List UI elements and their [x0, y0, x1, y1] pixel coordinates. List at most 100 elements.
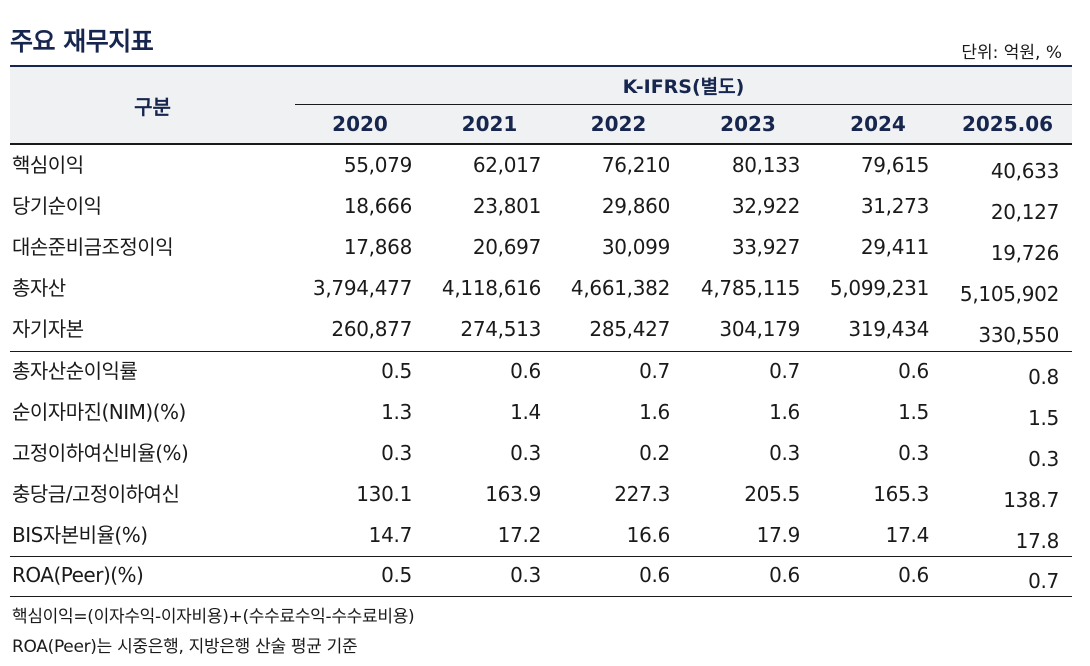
cell-value: 0.2 — [639, 441, 670, 465]
cell-value: 0.7 — [1028, 569, 1059, 593]
cell-value: 16.6 — [626, 523, 671, 547]
cell-value: 138.7 — [1003, 488, 1059, 512]
cell-value: 0.8 — [1028, 365, 1059, 389]
header-group-cell: K-IFRS(별도) — [622, 76, 745, 98]
cell-value: 1.4 — [510, 400, 541, 424]
header-year-2022: 2022 — [590, 112, 647, 136]
cell-value: 1.6 — [769, 400, 800, 424]
cell-value: 260,877 — [331, 317, 412, 341]
cell-value: 163.9 — [485, 482, 541, 506]
cell-value: 1.3 — [381, 400, 412, 424]
table-row: 대손준비금조정이익 17,868 20,697 30,099 33,927 29… — [0, 227, 1090, 267]
cell-value: 80,133 — [731, 153, 800, 177]
cell-value: 32,922 — [731, 194, 800, 218]
row-label: 대손준비금조정이익 — [12, 235, 174, 259]
cell-value: 33,927 — [731, 235, 800, 259]
cell-value: 0.3 — [510, 563, 541, 587]
row-label: 총자산 — [12, 276, 66, 300]
cell-value: 4,118,616 — [441, 276, 541, 300]
table-row: 자기자본 260,877 274,513 285,427 304,179 319… — [0, 309, 1090, 349]
cell-value: 5,099,231 — [829, 276, 929, 300]
cell-value: 0.3 — [1028, 447, 1059, 471]
row-label: 충당금/고정이하여신 — [12, 482, 180, 506]
cell-value: 165.3 — [873, 482, 929, 506]
header-year-2024: 2024 — [850, 112, 906, 136]
cell-value: 205.5 — [744, 482, 800, 506]
table-row: 총자산순이익률 0.5 0.6 0.7 0.7 0.6 0.8 — [0, 351, 1090, 391]
cell-value: 0.7 — [769, 359, 800, 383]
row-label: 순이자마진(NIM)(%) — [12, 400, 186, 424]
cell-value: 76,210 — [601, 153, 670, 177]
cell-value: 3,794,477 — [312, 276, 412, 300]
cell-value: 0.6 — [510, 359, 541, 383]
section-divider — [10, 556, 1072, 557]
cell-value: 0.6 — [769, 563, 800, 587]
header-year-2020: 2020 — [332, 112, 388, 136]
cell-value: 55,079 — [343, 153, 412, 177]
cell-value: 0.3 — [769, 441, 800, 465]
cell-value: 31,273 — [860, 194, 929, 218]
table-top-rule — [10, 65, 1072, 67]
cell-value: 330,550 — [978, 323, 1059, 347]
table-row: 순이자마진(NIM)(%) 1.3 1.4 1.6 1.6 1.5 1.5 — [0, 392, 1090, 432]
cell-value: 19,726 — [990, 241, 1059, 265]
cell-value: 23,801 — [472, 194, 541, 218]
cell-value: 29,411 — [860, 235, 929, 259]
cell-value: 20,697 — [472, 235, 541, 259]
row-label: 자기자본 — [12, 317, 84, 341]
cell-value: 0.6 — [898, 563, 929, 587]
header-year-2021: 2021 — [461, 112, 518, 136]
row-label: BIS자본비율(%) — [12, 523, 148, 547]
cell-value: 17.8 — [1015, 529, 1060, 553]
section-divider — [10, 351, 1072, 352]
cell-value: 274,513 — [460, 317, 541, 341]
cell-value: 0.6 — [639, 563, 670, 587]
cell-value: 62,017 — [472, 153, 541, 177]
cell-value: 17,868 — [343, 235, 412, 259]
header-divider — [295, 104, 1072, 105]
header-year-2023: 2023 — [720, 112, 776, 136]
cell-value: 1.6 — [639, 400, 670, 424]
cell-value: 0.3 — [898, 441, 929, 465]
row-label: 당기순이익 — [12, 194, 102, 218]
row-label: 고정이하여신비율(%) — [12, 441, 189, 465]
table-row: BIS자본비율(%) 14.7 17.2 16.6 17.9 17.4 17.8 — [0, 515, 1090, 555]
table-row: 총자산 3,794,477 4,118,616 4,661,382 4,785,… — [0, 268, 1090, 308]
cell-value: 79,615 — [860, 153, 929, 177]
cell-value: 285,427 — [589, 317, 670, 341]
cell-value: 18,666 — [343, 194, 412, 218]
table-row: 핵심이익 55,079 62,017 76,210 80,133 79,615 … — [0, 145, 1090, 185]
cell-value: 17.9 — [756, 523, 801, 547]
cell-value: 227.3 — [614, 482, 670, 506]
cell-value: 40,633 — [990, 159, 1059, 183]
cell-value: 17.4 — [885, 523, 930, 547]
unit-note: 단위: 억원, % — [961, 43, 1062, 63]
cell-value: 20,127 — [990, 200, 1059, 224]
footnote: ROA(Peer)는 시중은행, 지방은행 산술 평균 기준 — [12, 637, 358, 657]
cell-value: 17.2 — [497, 523, 542, 547]
table-header-background — [10, 67, 1072, 143]
row-label: 총자산순이익률 — [12, 359, 138, 383]
cell-value: 29,860 — [601, 194, 670, 218]
cell-value: 0.5 — [381, 563, 412, 587]
header-bottom-rule — [10, 143, 1072, 145]
table-row: ROA(Peer)(%) 0.5 0.3 0.6 0.6 0.6 0.7 — [0, 555, 1090, 595]
cell-value: 4,785,115 — [700, 276, 800, 300]
cell-value: 4,661,382 — [570, 276, 670, 300]
cell-value: 1.5 — [898, 400, 929, 424]
header-year-2025-06: 2025.06 — [961, 112, 1054, 136]
cell-value: 30,099 — [601, 235, 670, 259]
cell-value: 0.3 — [381, 441, 412, 465]
cell-value: 319,434 — [848, 317, 929, 341]
table-row: 고정이하여신비율(%) 0.3 0.3 0.2 0.3 0.3 0.3 — [0, 433, 1090, 473]
row-label: 핵심이익 — [12, 153, 84, 177]
table-row: 당기순이익 18,666 23,801 29,860 32,922 31,273… — [0, 186, 1090, 226]
row-label: ROA(Peer)(%) — [12, 563, 144, 587]
table-bottom-rule — [10, 596, 1072, 597]
cell-value: 0.6 — [898, 359, 929, 383]
cell-value: 0.5 — [381, 359, 412, 383]
footnote: 핵심이익=(이자수익-이자비용)+(수수료수익-수수료비용) — [12, 607, 415, 627]
cell-value: 0.7 — [639, 359, 670, 383]
cell-value: 14.7 — [368, 523, 413, 547]
cell-value: 304,179 — [719, 317, 800, 341]
